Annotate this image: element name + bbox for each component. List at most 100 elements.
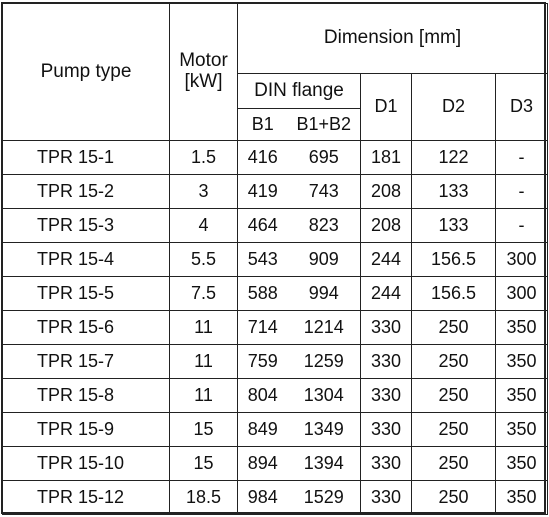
cell-d2: 122 xyxy=(411,140,496,175)
header-dimension: Dimension [mm] xyxy=(236,3,549,74)
pump-dimension-table: Pump type Motor [kW] Dimension [mm] DIN … xyxy=(2,3,549,515)
table-row: TPR 15-5 7.5 588 994 244 156.5 300 xyxy=(2,276,549,311)
cell-motor: 11 xyxy=(169,378,238,413)
cell-d2: 156.5 xyxy=(411,242,496,277)
header-motor-unit: [kW] xyxy=(184,71,223,92)
cell-motor: 1.5 xyxy=(169,140,238,175)
cell-d2: 250 xyxy=(411,378,496,413)
cell-d2: 250 xyxy=(411,446,496,481)
cell-b1: 849 xyxy=(237,412,288,447)
cell-b1-b2: 1529 xyxy=(287,480,361,515)
table-row: TPR 15-6 11 714 1214 330 250 350 xyxy=(2,310,549,345)
cell-b1-b2: 1214 xyxy=(287,310,361,345)
cell-b1: 419 xyxy=(237,174,288,209)
cell-d1: 330 xyxy=(360,310,412,345)
cell-pump-type: TPR 15-2 xyxy=(2,174,170,209)
cell-d3: 300 xyxy=(494,276,549,311)
cell-motor: 15 xyxy=(169,412,238,447)
cell-b1-b2: 994 xyxy=(287,276,361,311)
cell-d1: 330 xyxy=(360,344,412,379)
cell-d1: 208 xyxy=(360,208,412,243)
cell-b1: 804 xyxy=(237,378,288,413)
cell-d3: - xyxy=(494,140,549,175)
cell-motor: 4 xyxy=(169,208,238,243)
cell-b1-b2: 1304 xyxy=(287,378,361,413)
cell-pump-type: TPR 15-3 xyxy=(2,208,170,243)
cell-pump-type: TPR 15-6 xyxy=(2,310,170,345)
cell-d1: 330 xyxy=(360,446,412,481)
cell-b1: 984 xyxy=(237,480,288,515)
table-row: TPR 15-7 11 759 1259 330 250 350 xyxy=(2,344,549,379)
cell-d2: 250 xyxy=(411,412,496,447)
cell-pump-type: TPR 15-12 xyxy=(2,480,170,515)
cell-d1: 181 xyxy=(360,140,412,175)
cell-pump-type: TPR 15-1 xyxy=(2,140,170,175)
header-motor-label: Motor xyxy=(179,50,228,72)
cell-b1-b2: 823 xyxy=(287,208,361,243)
cell-d3: 350 xyxy=(494,412,549,447)
header-d3: D3 xyxy=(494,73,549,141)
cell-motor: 5.5 xyxy=(169,242,238,277)
cell-d2: 250 xyxy=(411,310,496,345)
cell-d1: 330 xyxy=(360,378,412,413)
cell-motor: 3 xyxy=(169,174,238,209)
cell-pump-type: TPR 15-8 xyxy=(2,378,170,413)
cell-d1: 244 xyxy=(360,242,412,277)
cell-b1: 588 xyxy=(237,276,288,311)
cell-d3: 350 xyxy=(494,446,549,481)
cell-d2: 133 xyxy=(411,174,496,209)
cell-b1: 759 xyxy=(237,344,288,379)
header-pump-type: Pump type xyxy=(2,3,170,141)
cell-d2: 250 xyxy=(411,344,496,379)
cell-b1-b2: 909 xyxy=(287,242,361,277)
table-row: TPR 15-4 5.5 543 909 244 156.5 300 xyxy=(2,242,549,277)
cell-d2: 156.5 xyxy=(411,276,496,311)
cell-d1: 208 xyxy=(360,174,412,209)
cell-d3: 350 xyxy=(494,344,549,379)
table-row: TPR 15-10 15 894 1394 330 250 350 xyxy=(2,446,549,481)
cell-d2: 133 xyxy=(411,208,496,243)
table-row: TPR 15-12 18.5 984 1529 330 250 350 xyxy=(2,480,549,515)
cell-d3: - xyxy=(494,174,549,209)
cell-pump-type: TPR 15-7 xyxy=(2,344,170,379)
cell-d3: - xyxy=(494,208,549,243)
cell-motor: 11 xyxy=(169,344,238,379)
cell-motor: 11 xyxy=(169,310,238,345)
cell-b1-b2: 743 xyxy=(287,174,361,209)
header-din-flange: DIN flange xyxy=(237,73,361,109)
cell-d3: 350 xyxy=(494,310,549,345)
cell-d3: 300 xyxy=(494,242,549,277)
table-row: TPR 15-3 4 464 823 208 133- xyxy=(2,208,549,243)
cell-b1-b2: 1394 xyxy=(287,446,361,481)
table-row: TPR 15-1 1.5 416 695 181 122- xyxy=(2,140,549,175)
table-row: TPR 15-8 11 804 1304 330 250 350 xyxy=(2,378,549,413)
cell-b1: 894 xyxy=(237,446,288,481)
cell-b1: 714 xyxy=(237,310,288,345)
cell-pump-type: TPR 15-5 xyxy=(2,276,170,311)
header-d1: D1 xyxy=(360,73,412,141)
cell-d1: 244 xyxy=(360,276,412,311)
cell-pump-type: TPR 15-10 xyxy=(2,446,170,481)
header-motor: Motor [kW] xyxy=(169,3,238,141)
table-row: TPR 15-9 15 849 1349 330 250 350 xyxy=(2,412,549,447)
cell-b1-b2: 1259 xyxy=(287,344,361,379)
cell-motor: 15 xyxy=(169,446,238,481)
cell-pump-type: TPR 15-9 xyxy=(2,412,170,447)
cell-b1: 543 xyxy=(237,242,288,277)
cell-d1: 330 xyxy=(360,480,412,515)
header-b1: B1 xyxy=(237,108,288,141)
header-d2: D2 xyxy=(411,73,496,141)
cell-d3: 350 xyxy=(494,378,549,413)
header-b1-b2: B1+B2 xyxy=(287,108,361,141)
cell-pump-type: TPR 15-4 xyxy=(2,242,170,277)
table-row: TPR 15-2 3 419 743 208 133- xyxy=(2,174,549,209)
cell-motor: 7.5 xyxy=(169,276,238,311)
cell-d3: 350 xyxy=(494,480,549,515)
cell-b1-b2: 695 xyxy=(287,140,361,175)
table-body: TPR 15-1 1.5 416 695 181 122- TPR 15-2 3 419 743 2… xyxy=(2,140,549,515)
cell-b1: 464 xyxy=(237,208,288,243)
cell-d2: 250 xyxy=(411,480,496,515)
cell-b1-b2: 1349 xyxy=(287,412,361,447)
cell-d1: 330 xyxy=(360,412,412,447)
cell-b1: 416 xyxy=(237,140,288,175)
